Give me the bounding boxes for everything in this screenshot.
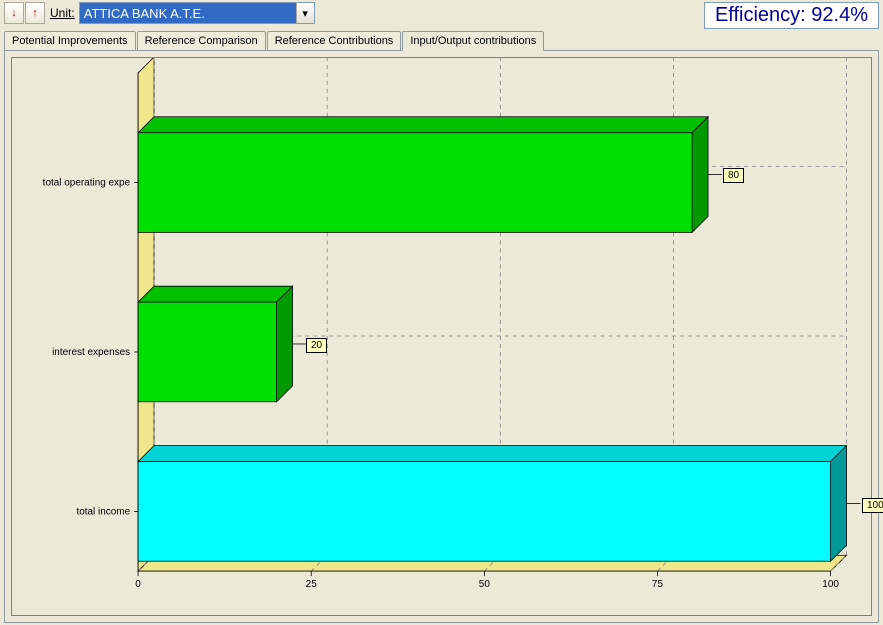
tab-panel: total operating expe interest expenses tot… — [4, 50, 879, 623]
svg-text:total operating expe: total operating expe — [43, 178, 131, 189]
io-contributions-chart: total operating expe interest expenses tot… — [12, 58, 871, 615]
unit-label: Unit: — [50, 6, 75, 20]
tab-0[interactable]: Potential Improvements — [4, 31, 136, 50]
tab-2[interactable]: Reference Contributions — [267, 31, 402, 50]
svg-text:100: 100 — [822, 579, 839, 590]
efficiency-value: 92.4% — [811, 4, 868, 26]
efficiency-label: Efficiency: — [715, 4, 806, 26]
chevron-down-icon: ▾ — [296, 3, 314, 23]
value-badge: 80 — [723, 168, 744, 183]
svg-text:25: 25 — [306, 579, 318, 590]
unit-dropdown-value: ATTICA BANK A.T.E. — [80, 3, 296, 23]
svg-text:50: 50 — [479, 579, 491, 590]
tab-3[interactable]: Input/Output contributions — [402, 31, 544, 51]
value-badge: 20 — [306, 338, 327, 353]
value-badge: 100 — [862, 498, 883, 513]
down-button[interactable]: ↓ — [4, 2, 24, 24]
svg-text:interest expenses: interest expenses — [52, 347, 130, 358]
up-button[interactable]: ↑ — [25, 2, 45, 24]
svg-text:0: 0 — [135, 579, 141, 590]
svg-text:75: 75 — [652, 579, 664, 590]
chart-area: total operating expe interest expenses tot… — [11, 57, 872, 616]
efficiency-readout: Efficiency: 92.4% — [704, 2, 879, 29]
tab-strip: Potential ImprovementsReference Comparis… — [0, 26, 883, 50]
svg-text:total income: total income — [76, 506, 130, 517]
unit-dropdown[interactable]: ATTICA BANK A.T.E. ▾ — [79, 2, 315, 24]
tab-1[interactable]: Reference Comparison — [137, 31, 266, 50]
top-toolbar: ↓ ↑ Unit: ATTICA BANK A.T.E. ▾ Efficienc… — [0, 0, 883, 26]
